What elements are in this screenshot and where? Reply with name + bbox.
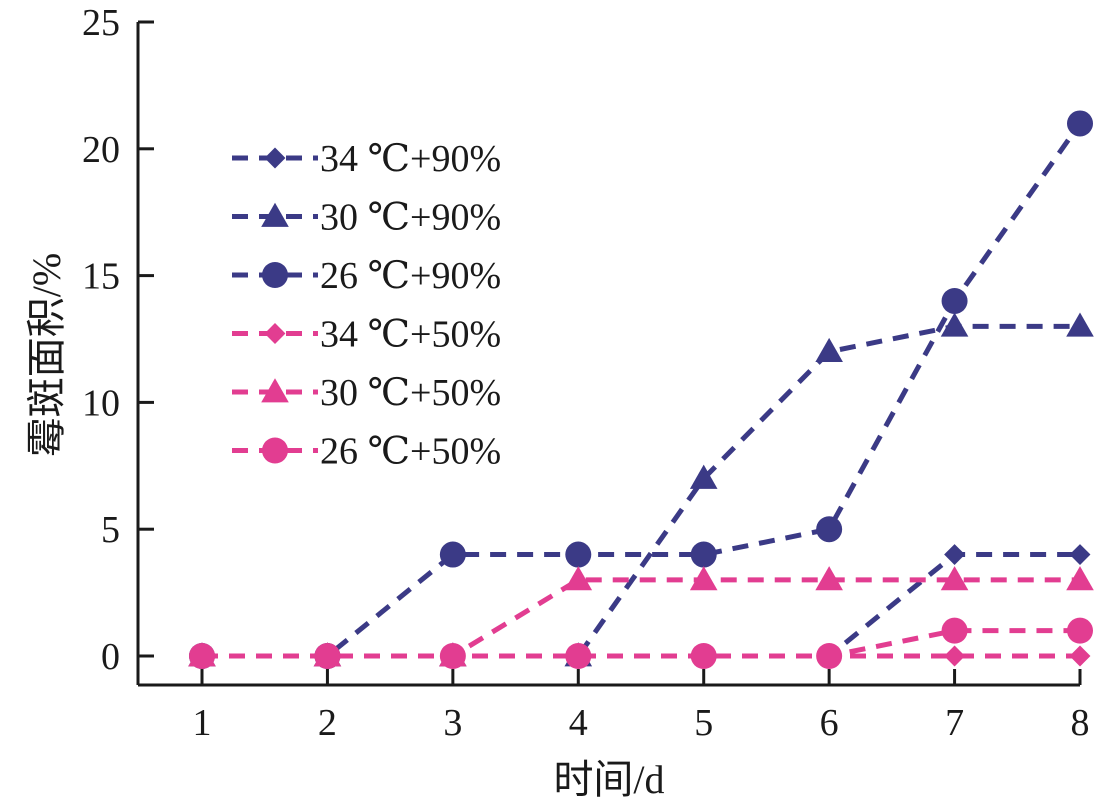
x-tick-label: 3 bbox=[443, 702, 462, 744]
x-tick-label: 8 bbox=[1071, 702, 1090, 744]
legend-label: 34 ℃+50% bbox=[320, 314, 501, 356]
data-point bbox=[815, 337, 843, 363]
x-axis-title: 时间/d bbox=[553, 757, 664, 802]
legend-label: 26 ℃+50% bbox=[320, 431, 501, 473]
data-point bbox=[1069, 645, 1091, 667]
legend-label: 34 ℃+90% bbox=[320, 138, 501, 180]
legend-entry: 34 ℃+90% bbox=[232, 138, 501, 180]
y-tick-label: 10 bbox=[82, 382, 120, 424]
x-tick-label: 2 bbox=[318, 702, 337, 744]
y-tick-label: 15 bbox=[82, 256, 120, 298]
x-tick-label: 6 bbox=[820, 702, 839, 744]
series-6 bbox=[189, 617, 1093, 669]
data-point bbox=[314, 643, 341, 669]
data-point bbox=[690, 541, 717, 568]
series-line bbox=[202, 121, 1083, 659]
legend-label: 26 ℃+90% bbox=[320, 255, 501, 297]
data-point bbox=[1066, 312, 1094, 337]
data-point bbox=[815, 566, 843, 591]
y-axis-title: 霉斑面积/% bbox=[24, 253, 69, 457]
data-point bbox=[1069, 544, 1091, 566]
y-tick-label: 0 bbox=[101, 636, 120, 678]
data-point bbox=[816, 516, 843, 543]
data-point bbox=[189, 643, 215, 669]
x-tick-label: 4 bbox=[569, 702, 588, 744]
legend-swatch-marker bbox=[264, 147, 286, 169]
y-tick-label: 25 bbox=[82, 2, 120, 44]
data-point bbox=[689, 464, 718, 489]
y-tick-label: 20 bbox=[82, 129, 120, 171]
data-point bbox=[944, 645, 966, 667]
data-point bbox=[816, 643, 843, 669]
data-point bbox=[1067, 617, 1093, 644]
data-point bbox=[941, 617, 968, 644]
data-point bbox=[1067, 110, 1093, 137]
data-point bbox=[940, 312, 969, 337]
legend: 34 ℃+90% 30 ℃+90% 26 ℃+90% 34 ℃+50% 30 ℃+50%… bbox=[232, 138, 501, 473]
legend-entry: 26 ℃+50% bbox=[232, 431, 501, 473]
x-tick-label: 7 bbox=[945, 702, 964, 744]
legend-swatch-marker bbox=[261, 378, 289, 403]
data-point bbox=[439, 541, 466, 568]
legend-label: 30 ℃+50% bbox=[320, 372, 501, 414]
data-point bbox=[689, 566, 718, 591]
data-point bbox=[1066, 566, 1094, 591]
axes: 0 5 10 15 20 25 1 2 3 4 5 6 7 8 bbox=[82, 2, 1090, 744]
data-point bbox=[690, 643, 717, 669]
legend-swatch-marker bbox=[262, 262, 288, 288]
series-layer bbox=[188, 110, 1094, 669]
legend-entry: 30 ℃+50% bbox=[232, 372, 501, 414]
data-point bbox=[565, 643, 592, 669]
y-tick-label: 5 bbox=[101, 509, 120, 551]
data-point bbox=[564, 566, 593, 591]
data-point bbox=[940, 566, 969, 591]
series-2 bbox=[188, 312, 1094, 667]
x-tick-label: 1 bbox=[193, 702, 212, 744]
legend-entry: 34 ℃+50% bbox=[232, 314, 501, 356]
data-point bbox=[439, 643, 466, 669]
legend-swatch-marker bbox=[261, 202, 289, 227]
x-tick-label: 5 bbox=[694, 702, 713, 744]
legend-label: 30 ℃+90% bbox=[320, 197, 501, 239]
data-point bbox=[941, 287, 968, 314]
legend-swatch-marker bbox=[264, 323, 286, 344]
legend-entry: 26 ℃+90% bbox=[232, 255, 501, 297]
data-point bbox=[565, 541, 592, 568]
data-point bbox=[944, 544, 966, 566]
series-line bbox=[202, 577, 1080, 659]
legend-entry: 30 ℃+90% bbox=[232, 197, 501, 239]
legend-swatch-marker bbox=[262, 437, 288, 464]
series-line bbox=[202, 628, 1080, 659]
